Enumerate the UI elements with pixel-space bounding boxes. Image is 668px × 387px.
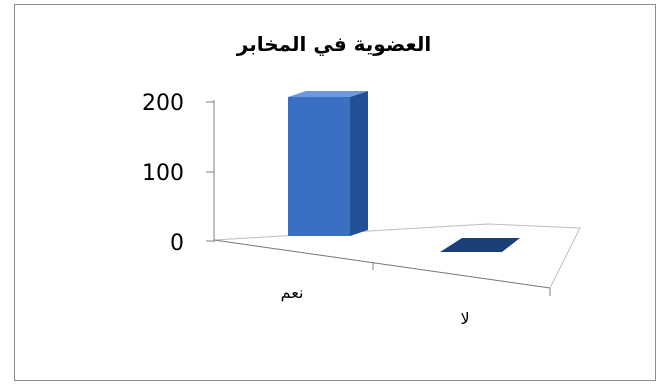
bar-naam (288, 91, 368, 236)
x-category-label-naam: نعم (281, 283, 304, 302)
chart-floor (213, 223, 581, 289)
bar-la-flat (440, 238, 520, 252)
y-tick-label-0: 0 (170, 231, 184, 256)
chart-title: العضوية في المخابر (236, 32, 432, 56)
x-category-label-la: لا (460, 309, 469, 328)
bar-la (440, 238, 520, 252)
bar-naam-top (288, 91, 368, 97)
bar-naam-front (288, 97, 350, 236)
y-tick-label-200: 200 (142, 91, 184, 116)
y-tick-label-100: 100 (142, 161, 184, 186)
bar-naam-side (350, 91, 368, 236)
x-axis-line (213, 239, 551, 289)
